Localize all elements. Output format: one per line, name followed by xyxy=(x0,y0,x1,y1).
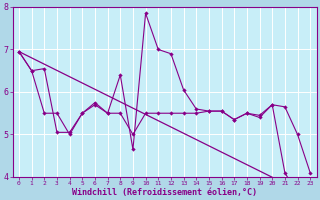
X-axis label: Windchill (Refroidissement éolien,°C): Windchill (Refroidissement éolien,°C) xyxy=(72,188,257,197)
